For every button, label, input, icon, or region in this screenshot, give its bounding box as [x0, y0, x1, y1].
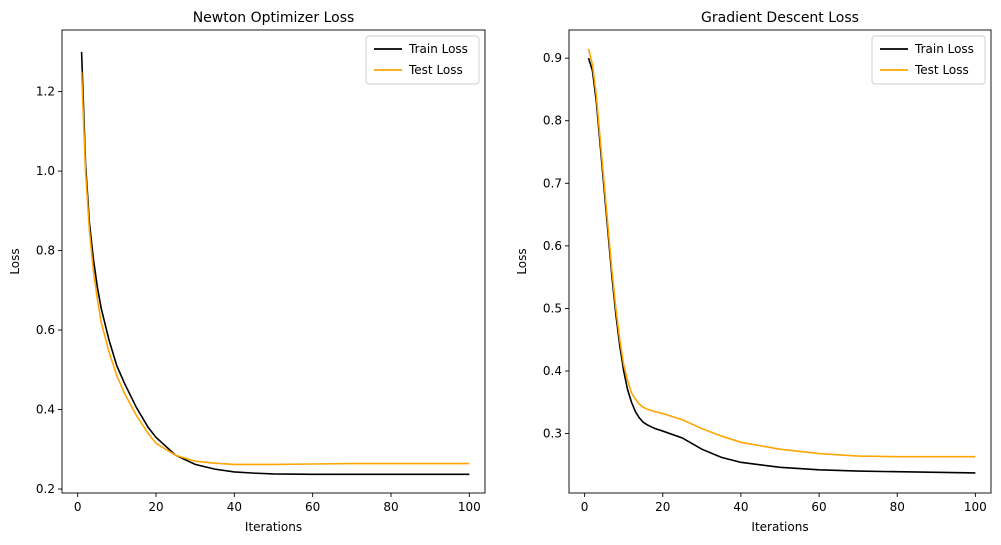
legend-box — [365, 35, 480, 85]
y-tick-label: 1.2 — [36, 85, 55, 99]
x-tick-label: 0 — [74, 500, 82, 514]
y-tick-label: 0.3 — [543, 427, 562, 441]
y-axis-label: Loss — [515, 248, 529, 274]
chart-title: Gradient Descent Loss — [701, 10, 859, 26]
x-tick-label: 60 — [811, 500, 826, 514]
x-tick-label: 80 — [383, 500, 398, 514]
series-line-test-loss — [80, 71, 470, 466]
x-tick-label: 20 — [655, 500, 670, 514]
y-axis-label: Loss — [8, 248, 22, 274]
x-tick-label: 100 — [964, 500, 987, 514]
y-tick-label: 0.6 — [36, 323, 55, 337]
y-tick-label: 0.8 — [36, 244, 55, 258]
y-tick-label: 1.0 — [36, 164, 55, 178]
x-tick-label: 100 — [458, 500, 481, 514]
y-tick-label: 0.6 — [543, 239, 562, 253]
y-tick-label: 0.7 — [543, 176, 562, 190]
x-tick-label: 60 — [305, 500, 320, 514]
chart-1: Newton Optimizer Loss 0 20 40 60 80 100 0.2 0.4 0… — [8, 10, 486, 534]
x-tick-label: 20 — [148, 500, 163, 514]
legend-entry: Test Loss — [408, 63, 463, 77]
x-tick-label: 0 — [581, 500, 589, 514]
x-axis-label: Iterations — [245, 520, 302, 534]
axes-frame — [568, 29, 992, 494]
y-tick-label: 0.9 — [543, 51, 562, 65]
axes-frame — [61, 29, 486, 494]
legend-entry: Train Loss — [914, 42, 974, 56]
x-tick-label: 80 — [890, 500, 905, 514]
chart-title: Newton Optimizer Loss — [193, 10, 355, 26]
y-tick-label: 0.8 — [543, 114, 562, 128]
series-line-train-loss — [80, 51, 470, 476]
x-tick-label: 40 — [227, 500, 242, 514]
legend-entry: Test Loss — [914, 63, 969, 77]
y-tick-label: 0.5 — [543, 301, 562, 315]
y-tick-label: 0.2 — [36, 482, 55, 496]
legend: Train Loss Test Loss — [365, 35, 480, 85]
legend-entry: Train Loss — [408, 42, 468, 56]
chart-2: Gradient Descent Loss 0 20 40 60 80 100 0.3 0.4 0… — [515, 10, 992, 534]
legend-box — [871, 35, 986, 85]
x-axis-label: Iterations — [751, 520, 808, 534]
series-line-train-loss — [587, 57, 976, 474]
series-line-test-loss — [587, 48, 976, 458]
y-tick-label: 0.4 — [36, 403, 55, 417]
x-tick-label: 40 — [733, 500, 748, 514]
legend: Train Loss Test Loss — [871, 35, 986, 85]
y-tick-label: 0.4 — [543, 364, 562, 378]
